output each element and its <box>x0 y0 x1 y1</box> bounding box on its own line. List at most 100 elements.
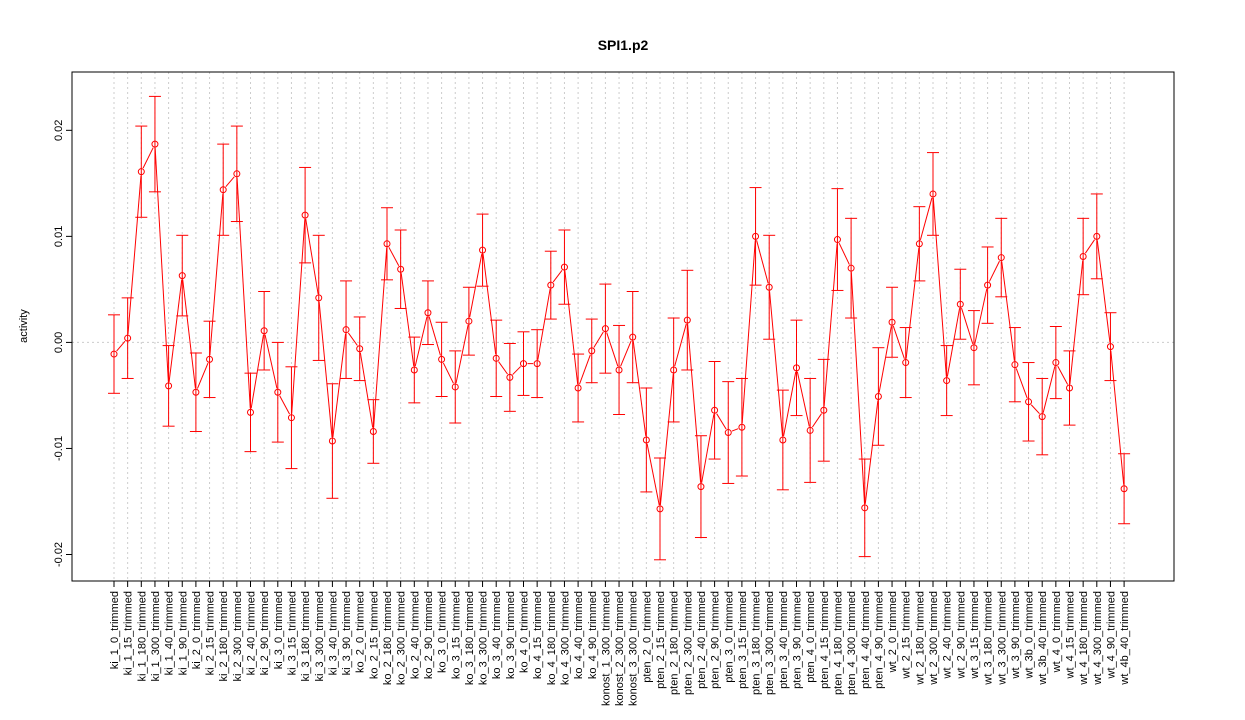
series-line-segment <box>498 361 508 375</box>
x-tick-label: pten_4_0_trimmed <box>805 591 817 683</box>
series-line-segment <box>455 325 469 384</box>
series-line-segment <box>988 260 1000 282</box>
x-tick-label: wt_3_15_trimmed <box>969 591 981 679</box>
data-point <box>1052 359 1060 367</box>
x-tick-label: pten_2_0_trimmed <box>641 591 653 683</box>
series-line-segment <box>482 254 497 355</box>
x-tick-label: ki_1_0_trimmed <box>109 591 121 669</box>
data-point <box>479 246 487 254</box>
series-line-segment <box>796 371 810 427</box>
data-point <box>178 272 186 280</box>
data-point <box>629 333 637 341</box>
series-line-segment <box>864 400 879 504</box>
x-tick-label: wt_4_15_trimmed <box>1065 591 1077 679</box>
series-line-segment <box>1084 239 1095 254</box>
x-tick-label: ko_2_15_trimmed <box>368 591 380 679</box>
data-point <box>683 316 691 324</box>
x-tick-label: pten_4_40_trimmed <box>860 591 872 689</box>
data-point <box>765 283 773 291</box>
x-tick-label: ki_1_40_trimmed <box>164 591 176 675</box>
data-point <box>438 355 446 363</box>
series-line-segment <box>318 301 333 438</box>
series-line-segment <box>279 395 291 415</box>
y-tick-label: -0.02 <box>53 542 65 567</box>
series-line-segment <box>850 272 866 504</box>
series-line-segment <box>400 273 415 367</box>
x-tick-label: wt_2_15_trimmed <box>901 591 913 679</box>
x-tick-label: ki_3_15_trimmed <box>286 591 298 675</box>
x-tick-label: ko_2_300_trimmed <box>396 591 408 685</box>
series-line-segment <box>905 247 920 359</box>
x-tick-label: konost_3_300_trimmed <box>628 591 640 706</box>
series-line-segment <box>116 340 126 352</box>
series-line-segment <box>974 288 988 344</box>
data-point <box>615 366 623 374</box>
x-tick-label: ki_3_300_trimmed <box>314 591 326 682</box>
x-tick-label: pten_2_15_trimmed <box>655 591 667 689</box>
x-tick-label: ki_1_300_trimmed <box>150 591 162 682</box>
series-line-segment <box>811 413 822 428</box>
series-line-segment <box>1069 260 1084 385</box>
data-point <box>997 254 1005 262</box>
series-line-segment <box>1015 368 1028 399</box>
plot-frame <box>71 71 1175 582</box>
x-tick-label: ko_4_90_trimmed <box>587 591 599 679</box>
data-point <box>137 168 145 176</box>
series-line-segment <box>632 341 647 437</box>
series-line-segment <box>332 333 347 438</box>
series-line-segment <box>291 219 306 414</box>
series-line-segment <box>932 197 947 377</box>
x-tick-label: ko_3_180_trimmed <box>464 591 476 685</box>
series-line-segment <box>305 219 319 295</box>
series-line-segment <box>1001 261 1015 361</box>
data-point <box>902 359 910 367</box>
series-line-segment <box>716 413 727 430</box>
x-tick-label: pten_2_300_trimmed <box>682 591 694 695</box>
data-point <box>752 232 760 240</box>
y-tick-label: 0.02 <box>53 120 65 141</box>
series-line-segment <box>741 240 756 424</box>
x-tick-label: wt_4_300_trimmed <box>1092 591 1104 686</box>
data-point <box>206 355 214 363</box>
data-point <box>219 186 227 194</box>
data-point <box>151 140 159 148</box>
x-tick-label: wt_3b_0_trimmed <box>1024 591 1036 679</box>
x-tick-label: wt_4_90_trimmed <box>1105 591 1117 679</box>
series-line-segment <box>428 316 441 356</box>
data-point <box>451 383 459 391</box>
x-tick-label: ki_1_15_trimmed <box>123 591 135 675</box>
data-point <box>642 436 650 444</box>
x-tick-label: ki_2_0_trimmed <box>191 591 203 669</box>
series-line-segment <box>1057 365 1069 385</box>
x-tick-label: ki_1_90_trimmed <box>177 591 189 675</box>
series-line-segment <box>225 176 235 187</box>
x-tick-label: pten_2_180_trimmed <box>669 591 681 695</box>
x-tick-label: wt_3_180_trimmed <box>983 591 995 686</box>
x-tick-label: wt_3_300_trimmed <box>996 591 1008 686</box>
series-line-segment <box>127 175 142 335</box>
series-line-segment <box>769 291 783 437</box>
x-tick-label: ko_3_300_trimmed <box>478 591 490 685</box>
data-point <box>984 281 992 289</box>
data-point <box>383 240 391 248</box>
data-point <box>1120 485 1128 493</box>
x-tick-label: ko_3_15_trimmed <box>450 591 462 679</box>
data-point <box>506 373 514 381</box>
x-tick-label: konost_2_300_trimmed <box>614 591 626 706</box>
series-line-segment <box>196 362 209 389</box>
data-point <box>929 190 937 198</box>
x-tick-label: pten_2_40_trimmed <box>696 591 708 689</box>
data-point <box>247 408 254 416</box>
x-tick-label: ko_3_40_trimmed <box>491 591 503 679</box>
data-point <box>861 504 869 512</box>
data-point <box>465 317 473 325</box>
data-point <box>1093 232 1101 240</box>
x-tick-label: ki_1_180_trimmed <box>136 591 148 682</box>
data-point <box>369 427 377 435</box>
data-point <box>847 264 855 272</box>
series-line-segment <box>347 332 358 346</box>
data-point <box>970 344 978 352</box>
x-tick-label: wt_3_90_trimmed <box>1010 591 1022 679</box>
data-point <box>1106 343 1114 351</box>
